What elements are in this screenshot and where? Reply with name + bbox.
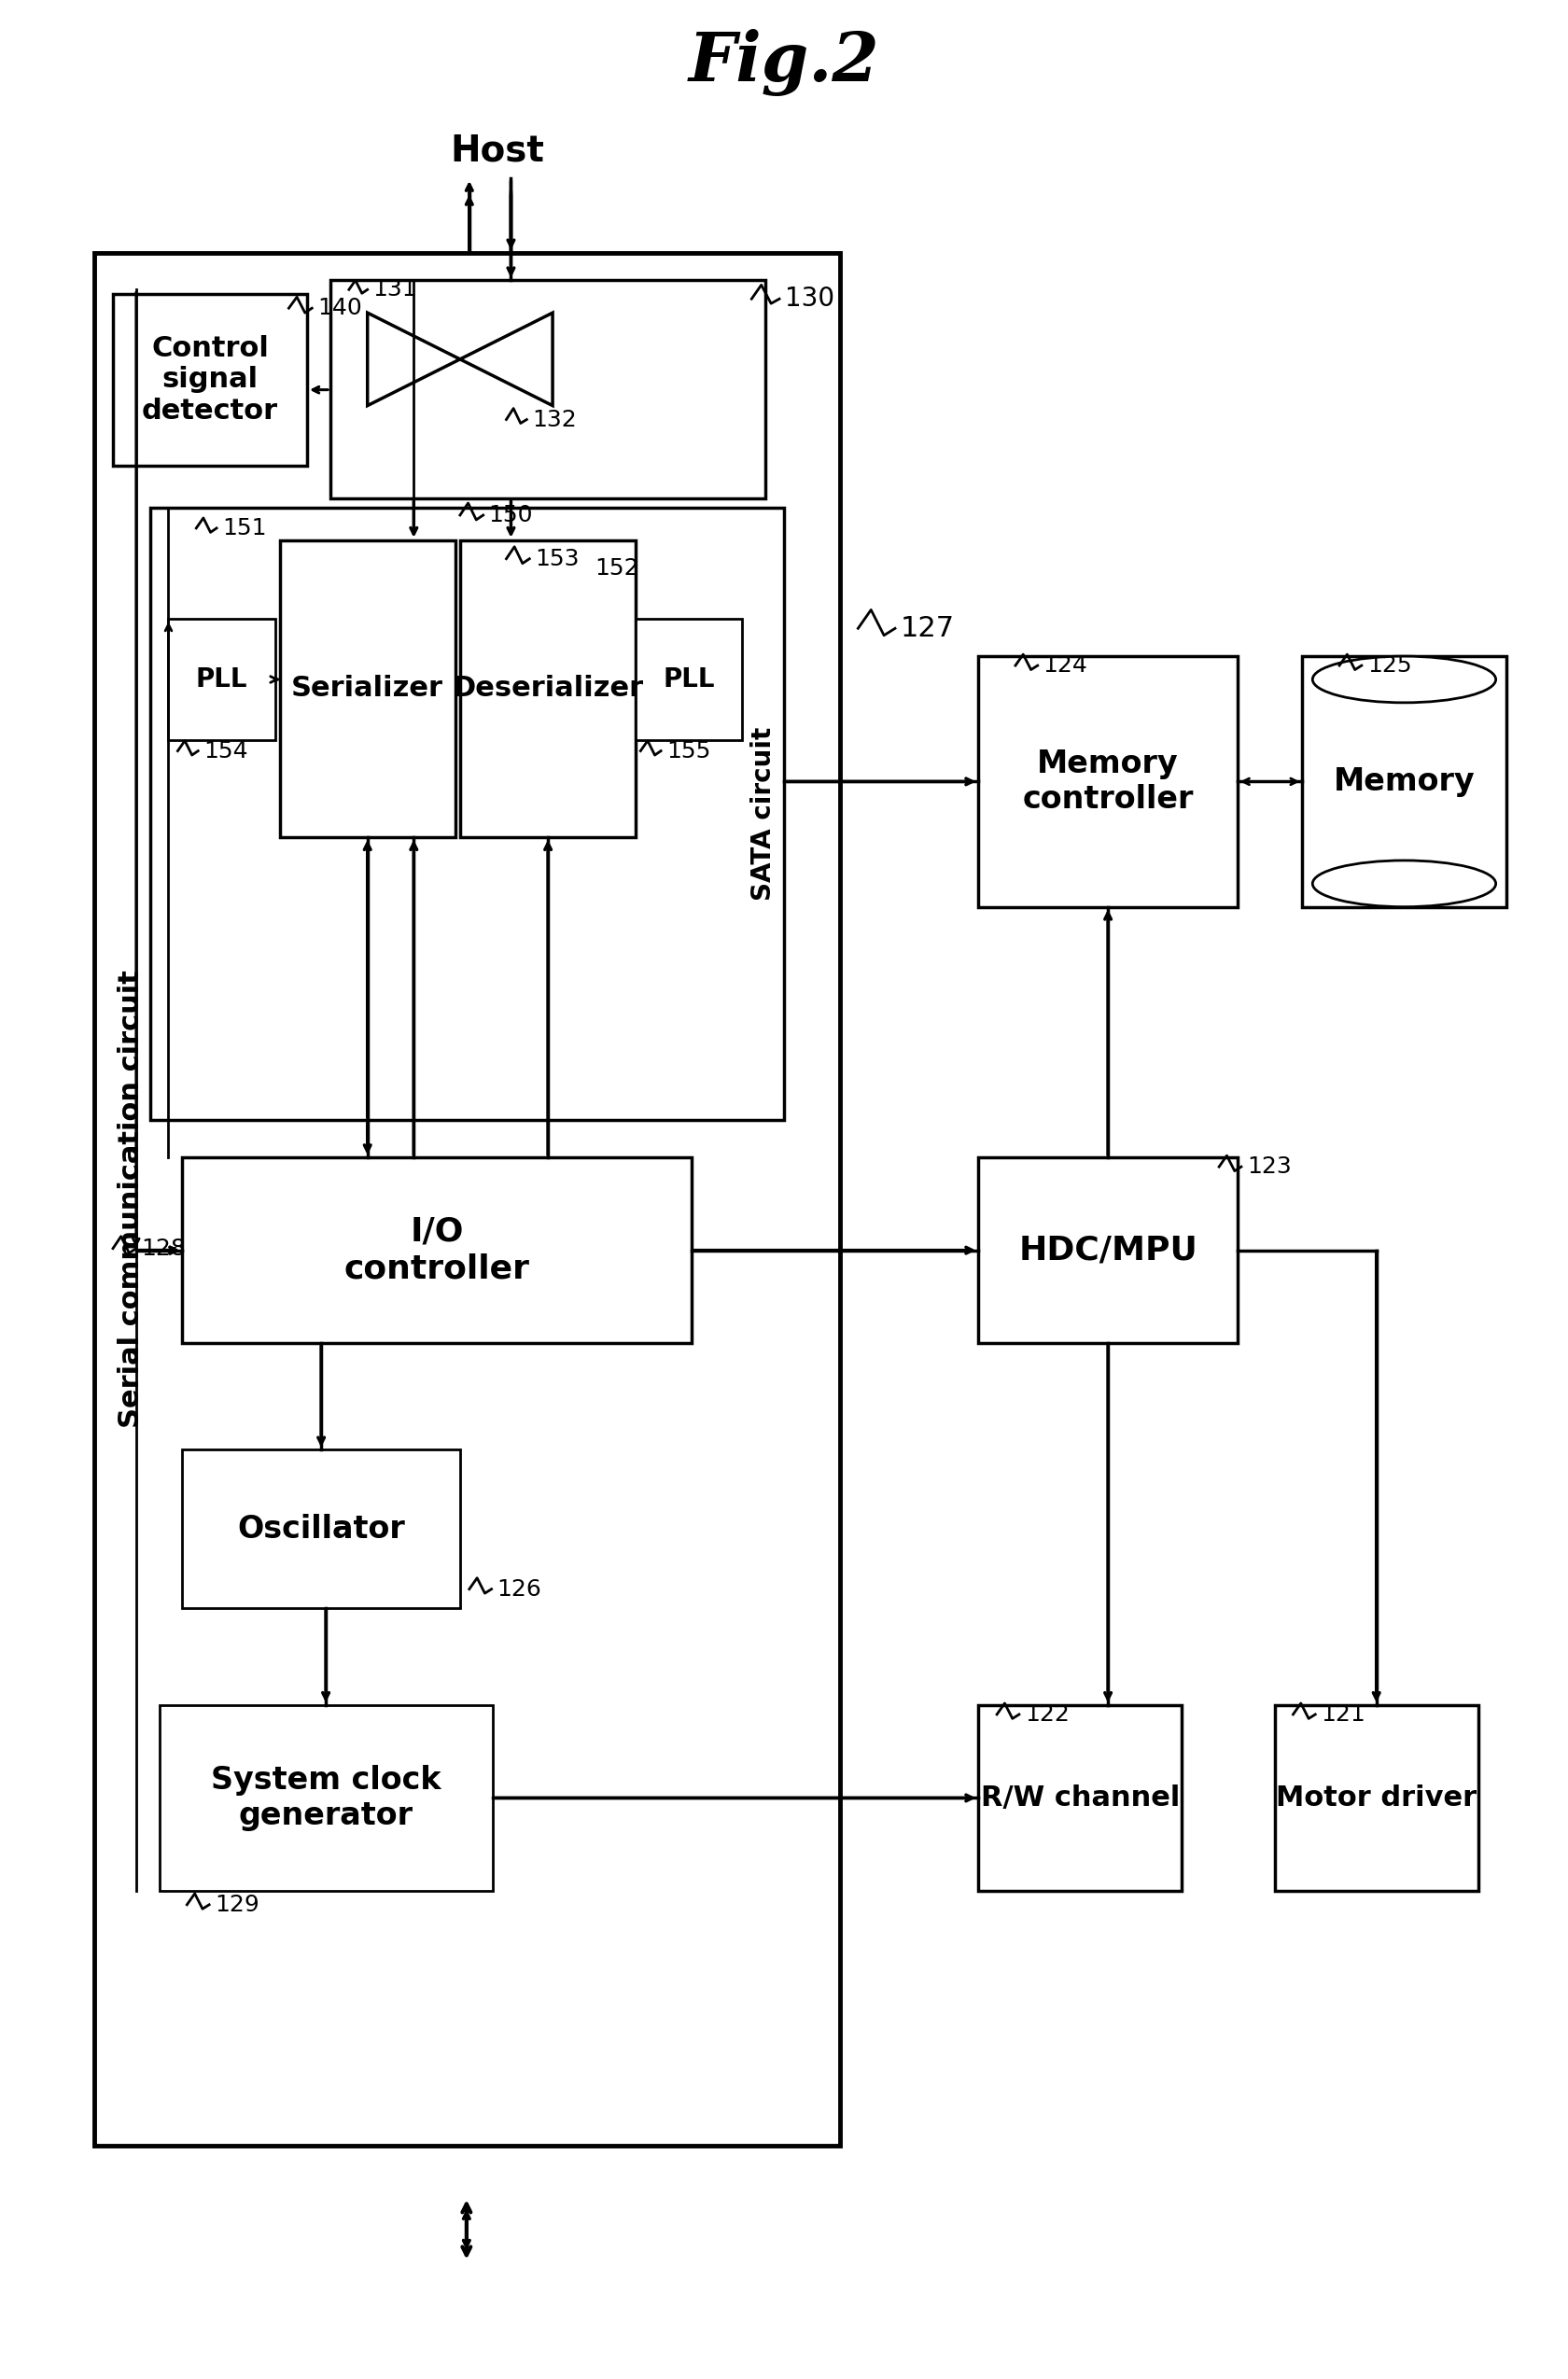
Bar bbox=[168, 619, 274, 740]
Text: HDC/MPU: HDC/MPU bbox=[1018, 1235, 1196, 1266]
Text: System clock
generator: System clock generator bbox=[210, 1765, 441, 1832]
Text: 125: 125 bbox=[1366, 654, 1411, 676]
Bar bbox=[978, 1159, 1237, 1344]
Bar bbox=[635, 619, 742, 740]
Bar bbox=[94, 252, 839, 2146]
Text: 150: 150 bbox=[489, 504, 533, 526]
Bar bbox=[1273, 1706, 1477, 1891]
Bar bbox=[1301, 657, 1505, 906]
Text: 121: 121 bbox=[1320, 1703, 1364, 1725]
Text: 129: 129 bbox=[215, 1894, 259, 1915]
Text: Deserializer: Deserializer bbox=[452, 676, 643, 702]
Text: Serial communication circuit: Serial communication circuit bbox=[118, 971, 144, 1427]
Text: 122: 122 bbox=[1024, 1703, 1069, 1725]
Bar bbox=[279, 540, 455, 837]
Text: PLL: PLL bbox=[194, 666, 248, 692]
Text: 123: 123 bbox=[1247, 1156, 1290, 1178]
Ellipse shape bbox=[1312, 861, 1494, 906]
Text: Serializer: Serializer bbox=[292, 676, 444, 702]
Ellipse shape bbox=[1312, 657, 1494, 702]
Text: PLL: PLL bbox=[662, 666, 713, 692]
Text: 126: 126 bbox=[497, 1577, 541, 1601]
Text: Memory: Memory bbox=[1333, 766, 1474, 797]
Text: 130: 130 bbox=[784, 285, 834, 312]
Text: 155: 155 bbox=[666, 740, 710, 761]
Text: R/W channel: R/W channel bbox=[980, 1784, 1179, 1810]
Bar bbox=[151, 507, 784, 1121]
Bar bbox=[158, 1706, 492, 1891]
Text: 124: 124 bbox=[1043, 654, 1087, 676]
Bar bbox=[978, 1706, 1181, 1891]
Bar bbox=[331, 281, 765, 500]
Bar bbox=[978, 657, 1237, 906]
Text: 131: 131 bbox=[373, 278, 417, 300]
Text: 151: 151 bbox=[223, 516, 267, 540]
Text: 154: 154 bbox=[204, 740, 248, 761]
Text: 153: 153 bbox=[535, 547, 579, 571]
Text: Fig.2: Fig.2 bbox=[688, 29, 880, 95]
Text: Motor driver: Motor driver bbox=[1275, 1784, 1475, 1810]
Bar bbox=[182, 1449, 459, 1608]
Bar bbox=[113, 295, 307, 466]
Text: Host: Host bbox=[450, 133, 544, 169]
Text: I/O
controller: I/O controller bbox=[343, 1216, 530, 1285]
Text: 128: 128 bbox=[141, 1237, 187, 1258]
Text: 140: 140 bbox=[317, 297, 362, 319]
Text: 152: 152 bbox=[594, 557, 640, 578]
Bar bbox=[459, 540, 635, 837]
Text: Control
signal
detector: Control signal detector bbox=[141, 335, 278, 423]
Text: 132: 132 bbox=[532, 409, 577, 431]
Text: Memory
controller: Memory controller bbox=[1022, 749, 1193, 814]
Text: 127: 127 bbox=[900, 614, 955, 642]
Text: SATA circuit: SATA circuit bbox=[750, 728, 776, 902]
Bar bbox=[182, 1159, 691, 1344]
Text: Oscillator: Oscillator bbox=[237, 1513, 405, 1544]
